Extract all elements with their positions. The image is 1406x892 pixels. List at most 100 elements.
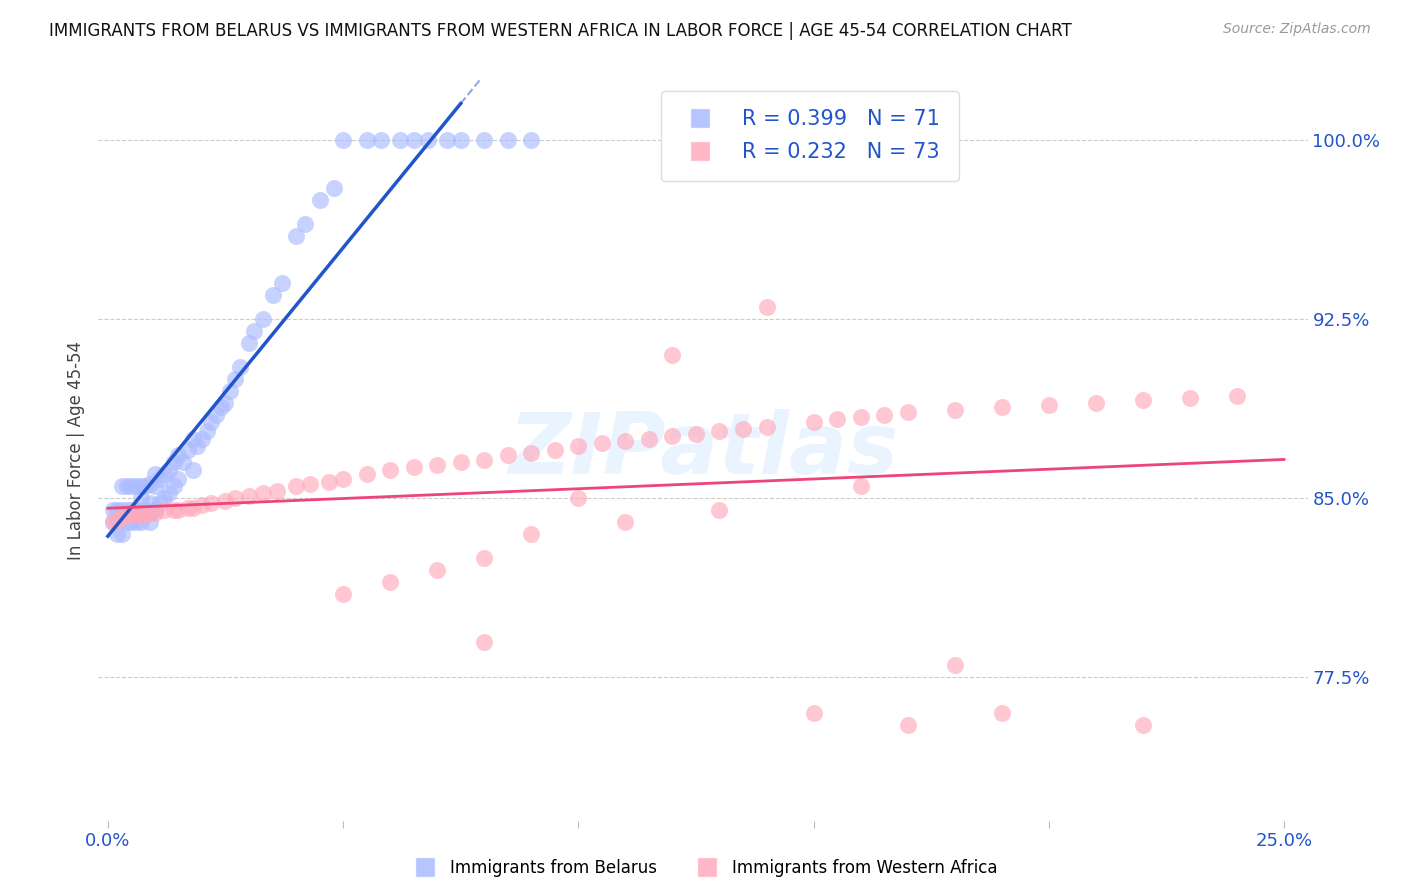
- Point: [191, 432, 214, 446]
- Point: [105, 513, 128, 527]
- Text: IMMIGRANTS FROM BELARUS VS IMMIGRANTS FROM WESTERN AFRICA IN LABOR FORCE | AGE 4: IMMIGRANTS FROM BELARUS VS IMMIGRANTS FR…: [49, 22, 1071, 40]
- Point: [125, 508, 148, 522]
- Point: [402, 133, 425, 147]
- Point: [134, 503, 156, 517]
- Point: [614, 515, 637, 529]
- Point: [143, 506, 166, 520]
- Y-axis label: In Labor Force | Age 45-54: In Labor Force | Age 45-54: [66, 341, 84, 560]
- Point: [614, 434, 637, 448]
- Point: [224, 372, 246, 386]
- Point: [1132, 393, 1154, 408]
- Point: [167, 448, 190, 462]
- Point: [685, 426, 707, 441]
- Point: [873, 408, 896, 422]
- Point: [436, 133, 458, 147]
- Point: [149, 472, 172, 486]
- Point: [214, 395, 236, 409]
- Point: [520, 527, 543, 541]
- Point: [426, 458, 449, 472]
- Point: [125, 479, 148, 493]
- Point: [496, 448, 519, 462]
- Point: [134, 479, 156, 493]
- Point: [426, 563, 449, 577]
- Point: [591, 436, 613, 450]
- Point: [496, 133, 519, 147]
- Point: [105, 527, 128, 541]
- Point: [101, 515, 124, 529]
- Point: [378, 574, 401, 589]
- Point: [943, 402, 966, 417]
- Point: [897, 405, 920, 419]
- Point: [149, 496, 172, 510]
- Point: [163, 479, 186, 493]
- Point: [125, 515, 148, 529]
- Point: [129, 508, 152, 522]
- Point: [181, 500, 204, 515]
- Point: [115, 515, 138, 529]
- Point: [129, 515, 152, 529]
- Point: [990, 401, 1012, 415]
- Point: [520, 133, 543, 147]
- Point: [157, 486, 180, 500]
- Point: [214, 493, 236, 508]
- Point: [849, 479, 872, 493]
- Point: [567, 491, 589, 506]
- Point: [472, 550, 495, 565]
- Point: [101, 503, 124, 517]
- Point: [544, 443, 567, 458]
- Point: [271, 277, 294, 291]
- Point: [1084, 395, 1107, 409]
- Point: [252, 486, 274, 500]
- Point: [332, 133, 354, 147]
- Point: [209, 401, 232, 415]
- Point: [101, 515, 124, 529]
- Point: [120, 515, 142, 529]
- Point: [205, 408, 228, 422]
- Point: [139, 476, 162, 491]
- Point: [709, 425, 731, 439]
- Point: [450, 455, 472, 469]
- Point: [219, 384, 242, 398]
- Point: [115, 508, 138, 522]
- Point: [195, 425, 218, 439]
- Point: [191, 499, 214, 513]
- Point: [897, 718, 920, 732]
- Point: [262, 288, 284, 302]
- Point: [472, 453, 495, 467]
- Point: [332, 472, 354, 486]
- Point: [1178, 391, 1201, 405]
- Point: [285, 479, 308, 493]
- Point: [803, 706, 825, 721]
- Point: [285, 228, 308, 243]
- Point: [120, 503, 142, 517]
- Point: [105, 503, 128, 517]
- Point: [111, 503, 134, 517]
- Point: [849, 410, 872, 425]
- Point: [167, 472, 190, 486]
- Point: [143, 479, 166, 493]
- Point: [943, 658, 966, 673]
- Point: [755, 419, 778, 434]
- Point: [200, 496, 222, 510]
- Point: [318, 475, 340, 489]
- Point: [638, 432, 661, 446]
- Point: [125, 503, 148, 517]
- Point: [294, 217, 316, 231]
- Point: [238, 489, 260, 503]
- Point: [139, 506, 162, 520]
- Point: [115, 479, 138, 493]
- Text: Source: ZipAtlas.com: Source: ZipAtlas.com: [1223, 22, 1371, 37]
- Point: [252, 312, 274, 326]
- Point: [129, 479, 152, 493]
- Point: [388, 133, 411, 147]
- Point: [299, 476, 322, 491]
- Point: [200, 415, 222, 429]
- Point: [181, 462, 204, 476]
- Point: [238, 336, 260, 351]
- Point: [163, 503, 186, 517]
- Point: [731, 422, 754, 436]
- Point: [111, 510, 134, 524]
- Point: [755, 300, 778, 314]
- Point: [111, 479, 134, 493]
- Point: [266, 484, 288, 499]
